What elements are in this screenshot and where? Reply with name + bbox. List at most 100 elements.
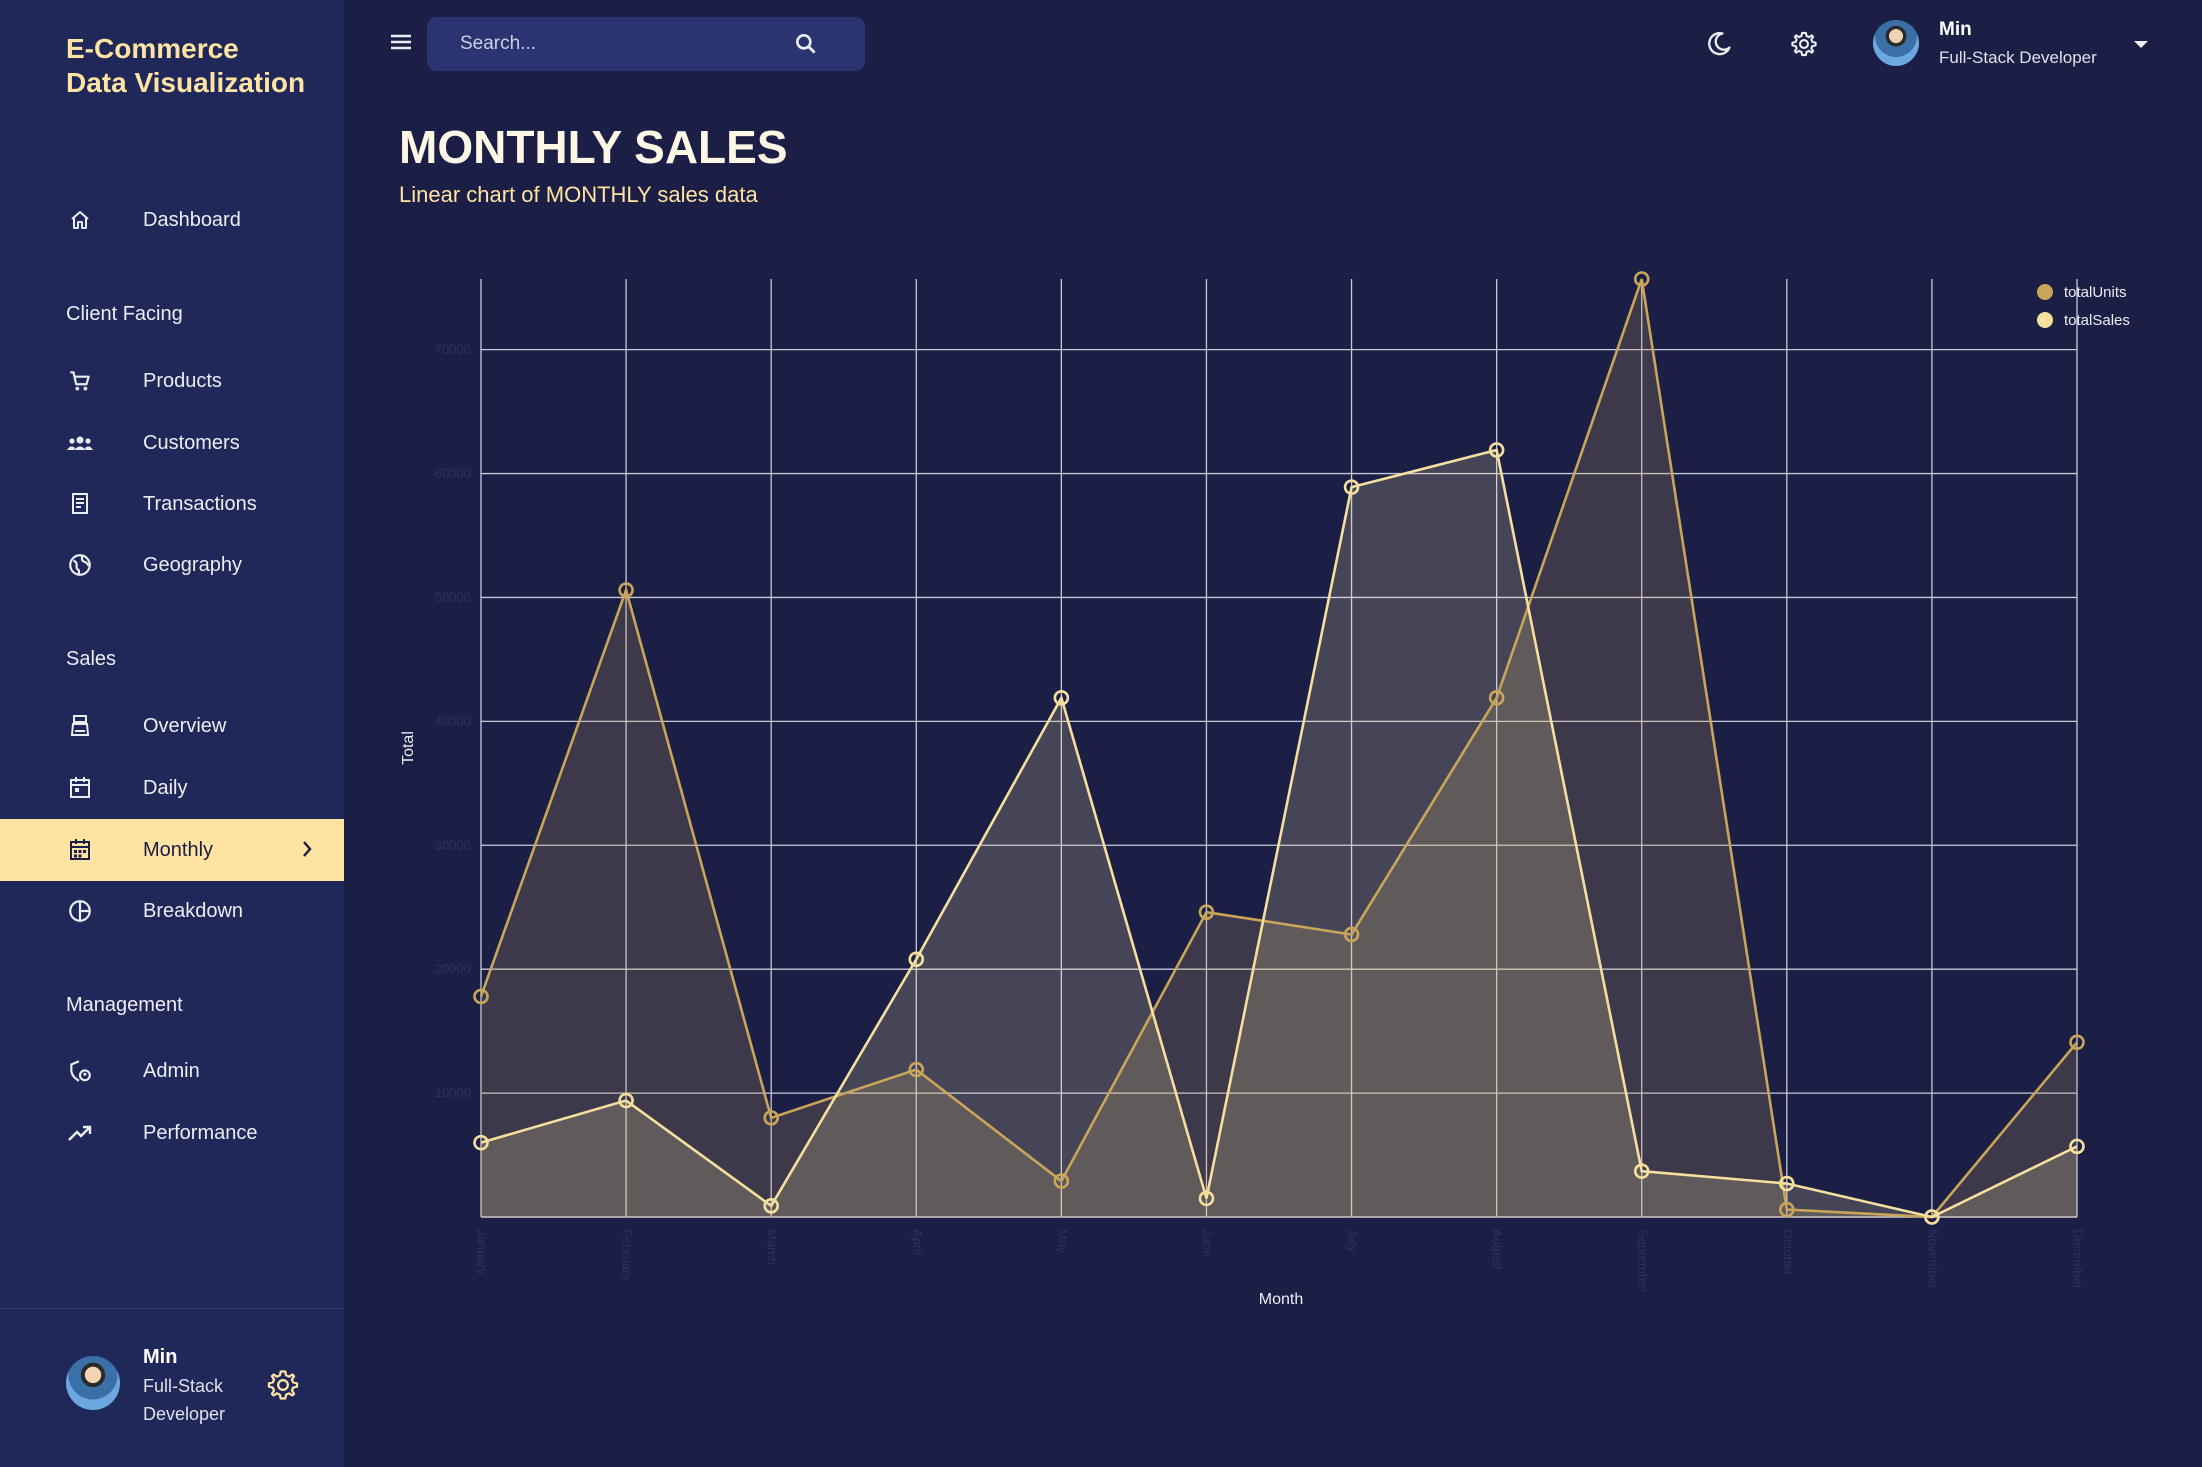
sidebar-item-customers[interactable]: Customers bbox=[0, 412, 344, 474]
data-point-totalSales bbox=[1779, 1175, 1795, 1192]
sidebar-user-role: Full-Stack Developer bbox=[143, 1376, 226, 1424]
sidebar-item-products[interactable]: Products bbox=[0, 350, 344, 412]
x-tick-label: September bbox=[1635, 1229, 1650, 1293]
data-point-totalSales bbox=[1924, 1209, 1940, 1225]
data-point-totalUnits bbox=[1053, 1173, 1070, 1189]
data-point-totalUnits bbox=[1779, 1201, 1795, 1218]
data-point-totalSales bbox=[618, 1092, 634, 1109]
sidebar-item-label: Performance bbox=[143, 1121, 258, 1144]
legend-label-totalSales: totalSales bbox=[2064, 312, 2130, 329]
data-point-totalUnits bbox=[1488, 690, 1505, 706]
settings-icon[interactable] bbox=[1790, 30, 1818, 63]
data-point-totalUnits bbox=[2069, 1034, 2085, 1051]
sidebar-item-label: Overview bbox=[143, 714, 227, 737]
sidebar-item-label: Transactions bbox=[143, 492, 257, 515]
data-point-totalSales bbox=[1053, 690, 1070, 706]
sidebar-item-daily[interactable]: Daily bbox=[0, 757, 344, 819]
x-tick-label: May bbox=[1055, 1229, 1070, 1254]
section-management: Management bbox=[66, 994, 183, 1016]
x-tick-label: June bbox=[1200, 1229, 1215, 1257]
sidebar-item-label: Monthly bbox=[143, 838, 214, 861]
x-tick-label: July bbox=[1345, 1229, 1360, 1253]
data-point-totalSales bbox=[908, 951, 925, 968]
x-tick-label: October bbox=[1780, 1229, 1795, 1276]
legend-marker-totalSales bbox=[2037, 312, 2053, 328]
x-tick-label: March bbox=[765, 1229, 780, 1265]
x-tick-label: August bbox=[1490, 1229, 1505, 1270]
x-tick-label: April bbox=[910, 1229, 925, 1255]
data-point-totalUnits bbox=[473, 988, 489, 1005]
y-axis-title: Total bbox=[400, 731, 417, 765]
admin-shield-icon bbox=[66, 1057, 94, 1085]
data-point-totalSales bbox=[1488, 442, 1505, 458]
topbar-user-name: Min bbox=[1939, 19, 1972, 40]
sidebar-item-label: Daily bbox=[143, 776, 188, 799]
cart-icon bbox=[66, 367, 94, 395]
y-tick-label: 60000 bbox=[435, 466, 471, 481]
sidebar-item-label: Dashboard bbox=[143, 208, 241, 231]
section-sales: Sales bbox=[66, 648, 117, 670]
dark-mode-icon[interactable] bbox=[1705, 30, 1733, 63]
sidebar-item-dashboard[interactable]: Dashboard bbox=[0, 189, 344, 251]
y-tick-label: 10000 bbox=[435, 1085, 471, 1100]
section-client-facing: Client Facing bbox=[66, 303, 183, 325]
x-axis-title: Month bbox=[1259, 1291, 1303, 1308]
x-tick-label: January bbox=[475, 1229, 490, 1276]
menu-icon[interactable] bbox=[388, 30, 414, 59]
chevron-right-icon bbox=[300, 838, 314, 865]
data-point-totalUnits bbox=[908, 1061, 925, 1078]
y-tick-label: 50000 bbox=[435, 589, 471, 604]
avatar[interactable] bbox=[1873, 20, 1919, 66]
legend-marker-totalUnits bbox=[2037, 284, 2053, 300]
search-input[interactable] bbox=[460, 29, 780, 59]
receipt-icon bbox=[66, 490, 94, 518]
data-point-totalUnits bbox=[1343, 926, 1360, 943]
search-bar bbox=[427, 17, 865, 71]
series-line-totalUnits bbox=[479, 278, 2079, 1219]
x-tick-label: February bbox=[620, 1229, 635, 1282]
caret-down-icon[interactable] bbox=[2132, 38, 2150, 56]
sidebar-divider bbox=[0, 1308, 344, 1309]
sidebar-item-label: Customers bbox=[143, 431, 240, 454]
sidebar-item-label: Products bbox=[143, 369, 222, 392]
brand-title: E-Commerce Data Visualization bbox=[66, 33, 306, 98]
data-point-totalSales bbox=[1633, 1163, 1650, 1179]
data-point-totalUnits bbox=[763, 1110, 779, 1126]
gear-icon[interactable] bbox=[266, 1368, 300, 1407]
sidebar-item-breakdown[interactable]: Breakdown bbox=[0, 880, 344, 942]
sidebar-item-geography[interactable]: Geography bbox=[0, 534, 344, 596]
groups-icon bbox=[66, 429, 94, 457]
sidebar-user-name: Min bbox=[143, 1346, 178, 1368]
calendar-today-icon bbox=[66, 774, 94, 802]
y-tick-label: 70000 bbox=[435, 342, 471, 357]
sidebar: E-Commerce Data Visualization Dashboard … bbox=[0, 0, 344, 1467]
home-icon bbox=[66, 206, 94, 234]
topbar-user-role: Full-Stack Developer bbox=[1939, 48, 2097, 67]
sidebar-item-monthly[interactable]: Monthly bbox=[0, 819, 344, 881]
x-tick-label: November bbox=[1925, 1229, 1940, 1290]
search-icon[interactable] bbox=[793, 31, 819, 62]
avatar bbox=[66, 1356, 120, 1410]
data-point-totalSales bbox=[2069, 1138, 2085, 1155]
calendar-month-icon bbox=[66, 836, 94, 864]
series-area-totalSales bbox=[481, 449, 2077, 1217]
sidebar-item-overview[interactable]: Overview bbox=[0, 695, 344, 757]
sidebar-item-label: Breakdown bbox=[143, 899, 244, 922]
sidebar-item-performance[interactable]: Performance bbox=[0, 1102, 344, 1164]
y-tick-label: 40000 bbox=[435, 713, 471, 728]
data-point-totalSales bbox=[473, 1134, 489, 1151]
globe-icon bbox=[66, 551, 94, 579]
page-title: MONTHLY SALES bbox=[399, 121, 788, 173]
data-point-totalUnits bbox=[1198, 904, 1215, 920]
data-point-totalUnits bbox=[1633, 271, 1650, 287]
trending-up-icon bbox=[66, 1119, 94, 1147]
point-of-sale-icon bbox=[66, 712, 94, 740]
sidebar-item-label: Geography bbox=[143, 553, 242, 576]
pie-chart-icon bbox=[66, 897, 94, 925]
page-subtitle: Linear chart of MONTHLY sales data bbox=[399, 182, 758, 207]
sidebar-item-admin[interactable]: Admin bbox=[0, 1040, 344, 1102]
series-line-totalSales bbox=[480, 448, 2078, 1219]
data-point-totalSales bbox=[763, 1198, 779, 1214]
sidebar-item-transactions[interactable]: Transactions bbox=[0, 473, 344, 535]
x-tick-label: December bbox=[2071, 1229, 2086, 1290]
